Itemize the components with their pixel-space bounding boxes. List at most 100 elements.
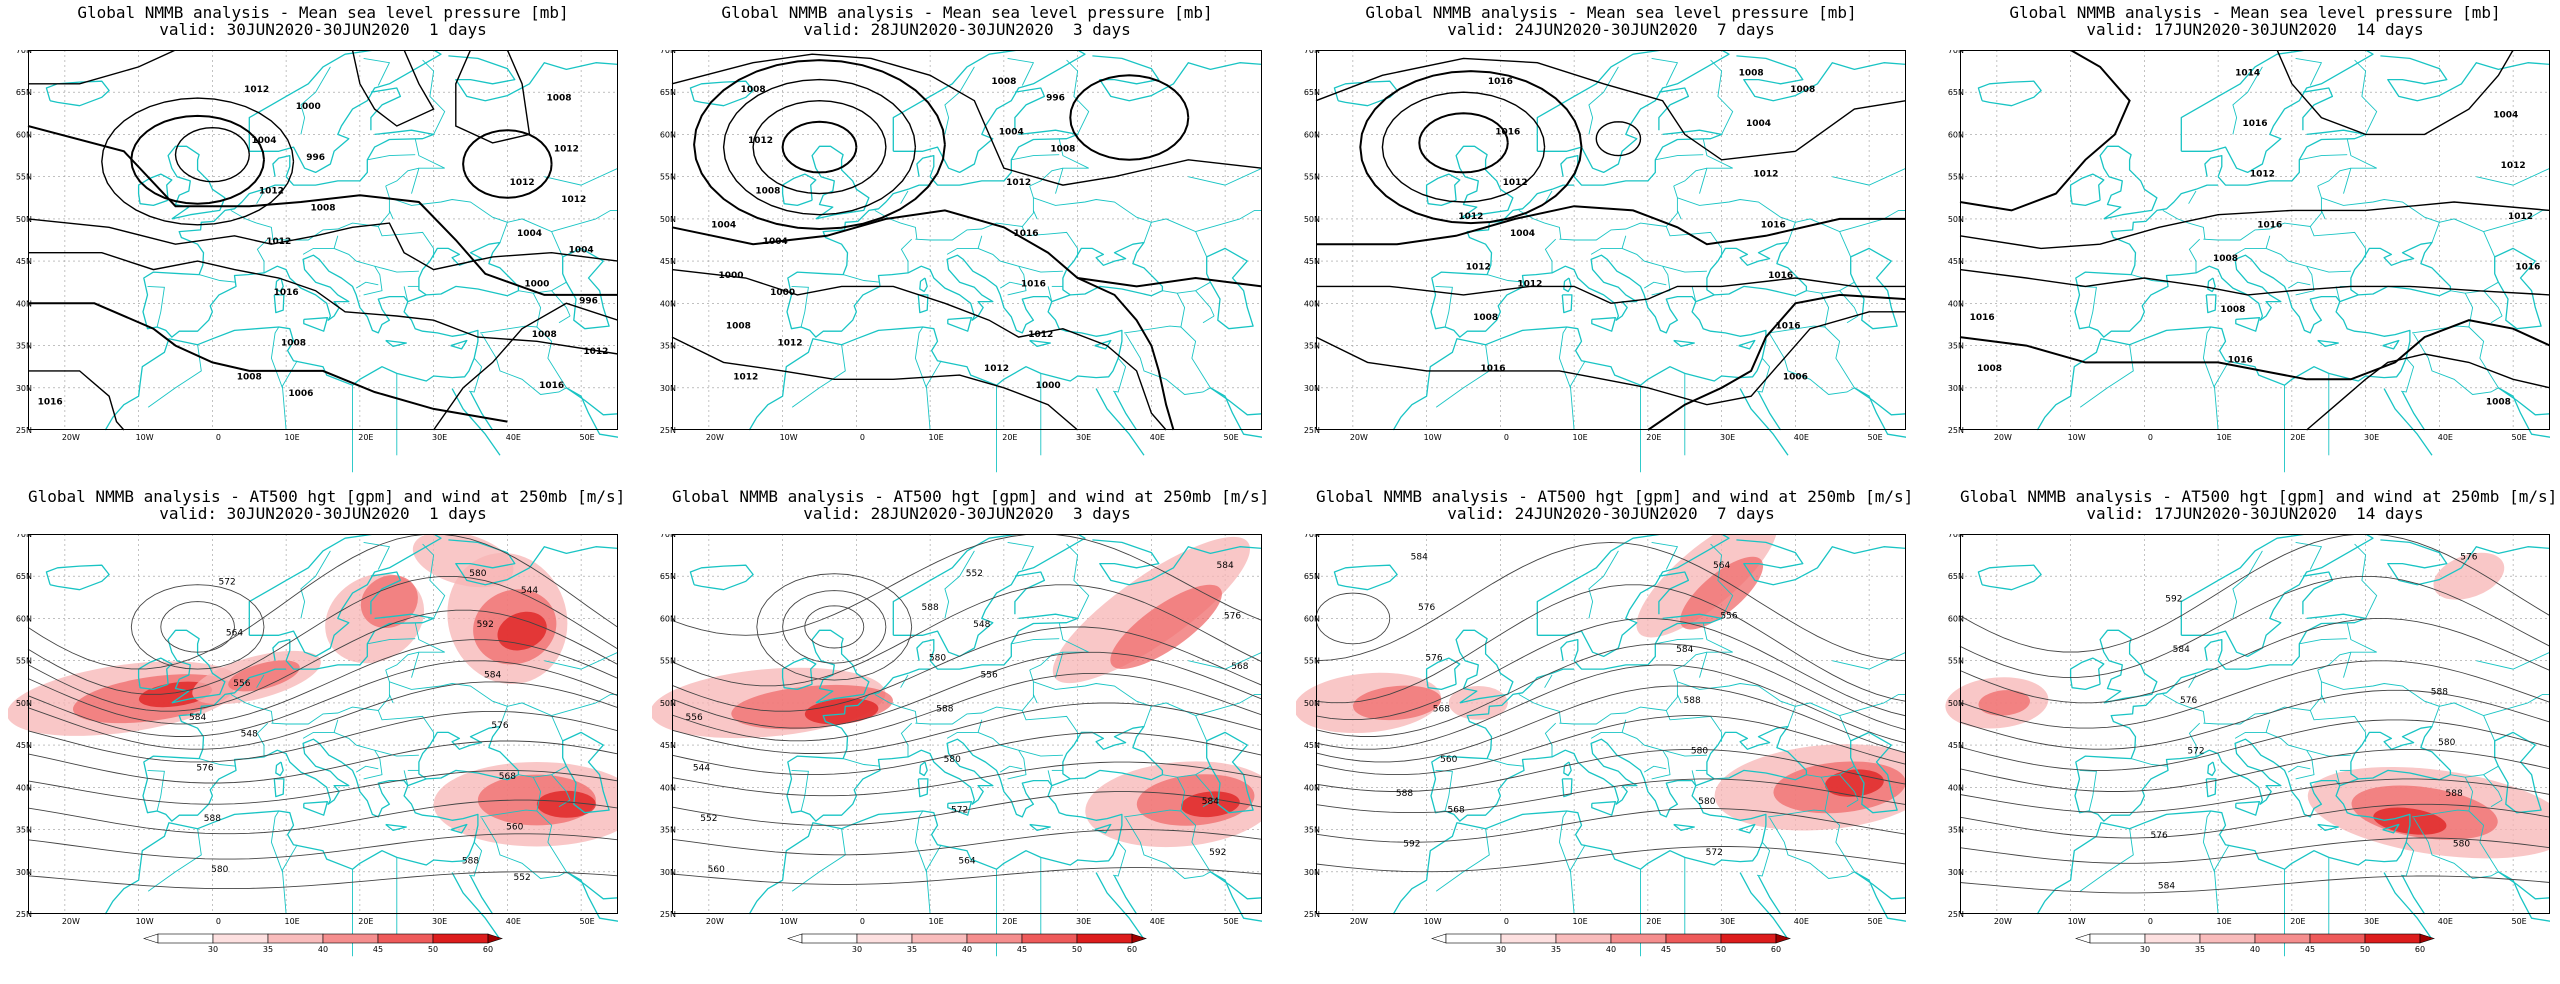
lat-label: 50N <box>1304 215 1320 224</box>
contour-label: 568 <box>499 772 516 782</box>
lat-label: 30N <box>1948 868 1964 877</box>
mslp-panel-4: Global NMMB analysis - Mean sea level pr… <box>1948 4 2550 473</box>
coastlines <box>689 534 1262 940</box>
contour-label: 1016 <box>1775 322 1800 332</box>
colorbar-tick: 45 <box>373 945 383 954</box>
jet-shading <box>1296 534 1906 831</box>
z500-panel-3: Global NMMB analysis - AT500 hgt [gpm] a… <box>1296 487 1914 958</box>
contour-label: 584 <box>2158 882 2175 892</box>
lat-label: 50N <box>660 699 676 708</box>
contour-label: 572 <box>1706 848 1723 858</box>
lat-label: 70N <box>16 50 32 55</box>
lon-label: 10W <box>2068 917 2086 926</box>
jet-core <box>1824 769 1884 797</box>
lat-label: 60N <box>1304 614 1320 623</box>
lon-label: 50E <box>2512 433 2527 442</box>
lon-label: 40E <box>506 917 521 926</box>
contour-label: 1000 <box>1036 381 1061 391</box>
wind-colorbar: 30 35 40 45 50 60 <box>143 933 503 954</box>
colorbar-tick: 35 <box>907 945 917 954</box>
lat-label: 25N <box>1304 426 1320 435</box>
country-borders <box>791 541 1262 957</box>
map-frame <box>1960 50 2550 430</box>
contour-label: 1016 <box>1013 229 1038 239</box>
map-area: 568 556 560 564 568 572 576 580 576 580 584 588 592 5… <box>1296 534 1906 957</box>
mslp-map: 1016 1008 1012 1016 1016 1016 1014 1012 1016 1012… <box>1948 50 2550 473</box>
map-area: 1016 1008 1012 996 996 1000 1004 1006 1012 1008 10… <box>27 50 618 473</box>
contour-label: 584 <box>484 671 501 681</box>
lon-label: 30E <box>432 433 447 442</box>
jet-core <box>1353 685 1442 721</box>
jet-core <box>1052 536 1250 684</box>
contour-labels: 568 556 560 564 568 572 576 580 576 580 584 588 592 5… <box>1396 552 1738 858</box>
lon-label: 30E <box>1076 433 1091 442</box>
lat-label: 55N <box>1948 173 1964 182</box>
lat-label: 60N <box>16 130 32 139</box>
contour-labels: 1016 1008 1012 996 996 1000 1004 1006 1012 1008 10… <box>38 85 609 407</box>
lon-label: 10W <box>780 433 798 442</box>
map-area: 1016 1008 1012 1016 1016 1016 1014 1012 1016 1012… <box>1959 50 2550 473</box>
lat-label: 60N <box>1948 130 1964 139</box>
lat-label: 50N <box>16 699 32 708</box>
lat-label: 60N <box>660 130 676 139</box>
lat-label: 30N <box>660 868 676 877</box>
contour-label: 560 <box>1440 755 1457 765</box>
lat-label: 70N <box>16 534 32 539</box>
contour-label: 1012 <box>554 144 579 154</box>
colorbar-tick: 50 <box>2360 945 2370 954</box>
colorbar-bin <box>322 933 379 944</box>
lat-label: 30N <box>16 384 32 393</box>
contour-label: 568 <box>1433 704 1450 714</box>
lat-label: 70N <box>660 50 676 55</box>
colorbar-tick: 40 <box>962 945 972 954</box>
contour-label: 580 <box>2453 839 2470 849</box>
contour-label: 1008 <box>991 77 1016 87</box>
lat-label: 70N <box>1304 534 1320 539</box>
jet-core <box>497 611 547 651</box>
contour-label: 580 <box>469 569 486 579</box>
coastlines <box>1333 534 1906 940</box>
country-borders <box>147 57 618 473</box>
contour-label: 1016 <box>1970 313 1995 323</box>
contour-label: 1004 <box>1746 119 1771 129</box>
lon-label: 20W <box>62 917 80 926</box>
lat-label: 45N <box>1304 257 1320 266</box>
contour-label: 556 <box>686 713 703 723</box>
contour-label: 1008 <box>281 339 306 349</box>
contour-label: 576 <box>2460 552 2477 562</box>
lon-label: 20E <box>1002 917 1017 926</box>
contour-label: 580 <box>1691 747 1708 757</box>
panel-title: Global NMMB analysis - AT500 hgt [gpm] a… <box>1316 487 1914 506</box>
contour-label: 1016 <box>38 398 63 408</box>
lon-label: 10W <box>136 917 154 926</box>
contour-labels: 572 576 576 580 584 588 592 580 584 588 576 <box>2151 552 2478 891</box>
contour-label: 1016 <box>1768 271 1793 281</box>
lon-label: 20W <box>1350 433 1368 442</box>
contour-label: 588 <box>936 704 953 714</box>
map-area: 572 576 576 580 584 588 592 580 584 588 576 <box>1945 534 2550 957</box>
panel-title: Global NMMB analysis - AT500 hgt [gpm] a… <box>28 487 626 506</box>
lon-label: 10E <box>285 917 300 926</box>
lat-label: 55N <box>1304 657 1320 666</box>
lon-label: 50E <box>2512 917 2527 926</box>
contour-label: 588 <box>1684 696 1701 706</box>
lat-label: 40N <box>660 299 676 308</box>
lat-label: 35N <box>1304 826 1320 835</box>
height-contours <box>1959 534 2550 894</box>
lat-label: 55N <box>1948 657 1964 666</box>
contour-label: 592 <box>477 620 494 630</box>
lon-label: 0 <box>860 433 865 442</box>
lon-label: 20E <box>2290 433 2305 442</box>
contour-label: 572 <box>2187 747 2204 757</box>
lat-label: 35N <box>16 826 32 835</box>
lon-label: 30E <box>432 917 447 926</box>
colorbar-bin <box>2089 933 2146 944</box>
colorbar-bin <box>1445 933 1502 944</box>
colorbar-tick: 40 <box>318 945 328 954</box>
colorbar-tick: 40 <box>1606 945 1616 954</box>
lon-label: 10E <box>1573 433 1588 442</box>
contour-label: 556 <box>981 671 998 681</box>
lon-label: 10W <box>1424 433 1442 442</box>
contour-label: 1000 <box>718 271 743 281</box>
panel-valid-period: valid: 24JUN2020-30JUN2020 7 days <box>1447 504 1775 523</box>
